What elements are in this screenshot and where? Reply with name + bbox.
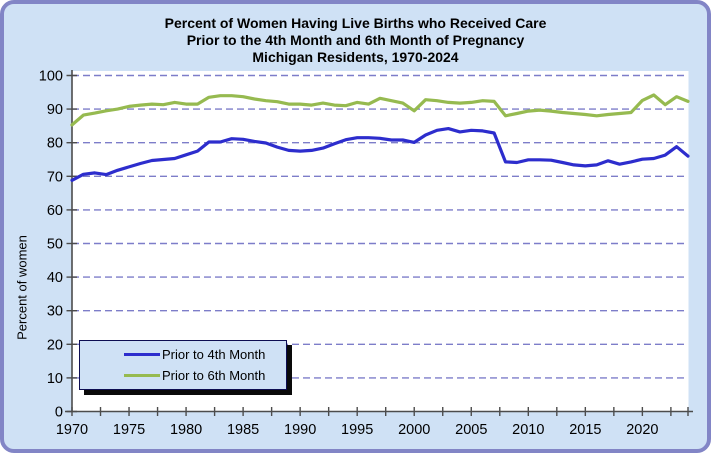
x-tick-label: 1985 — [227, 422, 259, 438]
y-axis-title: Percent of women — [14, 235, 30, 340]
y-tick-label: 80 — [47, 136, 63, 152]
legend-label: Prior to 4th Month — [162, 347, 266, 362]
x-tick-label: 1995 — [341, 422, 373, 438]
y-tick-label: 40 — [47, 270, 63, 286]
legend-item-4th-month: Prior to 4th Month — [80, 347, 286, 362]
x-tick-label: 1980 — [170, 422, 202, 438]
y-tick-label: 70 — [47, 169, 63, 185]
x-tick-label: 2020 — [626, 422, 658, 438]
x-tick-label: 2010 — [512, 422, 544, 438]
x-tick-label: 2000 — [398, 422, 430, 438]
y-tick-label: 50 — [47, 237, 63, 253]
y-tick-label: 30 — [47, 304, 63, 320]
chart-title-line1: Percent of Women Having Live Births who … — [164, 15, 547, 31]
chart-title-line3: Michigan Residents, 1970-2024 — [252, 49, 459, 65]
legend-label: Prior to 6th Month — [162, 368, 266, 383]
x-tick-label: 2015 — [569, 422, 601, 438]
y-tick-label: 60 — [47, 203, 63, 219]
x-tick-label: 1975 — [113, 422, 145, 438]
legend-line-sample-4th-month — [124, 353, 160, 356]
y-tick-label: 100 — [39, 69, 63, 85]
x-tick-label: 2005 — [455, 422, 487, 438]
y-tick-label: 90 — [47, 102, 63, 118]
legend-line-sample-6th-month — [124, 374, 160, 377]
legend-item-6th-month: Prior to 6th Month — [80, 368, 286, 383]
chart-title-line2: Prior to the 4th Month and 6th Month of … — [186, 32, 525, 48]
y-tick-label: 10 — [47, 371, 63, 387]
series-line-prior-to-4th-month — [70, 126, 690, 182]
y-tick-label: 20 — [47, 337, 63, 353]
series-line-prior-to-6th-month — [70, 93, 690, 127]
x-tick-label: 1990 — [284, 422, 316, 438]
legend-box: Prior to 4th Month Prior to 6th Month — [79, 340, 287, 390]
y-tick-label: 0 — [55, 405, 63, 421]
chart-title: Percent of Women Having Live Births who … — [4, 15, 707, 66]
x-tick-label: 1970 — [56, 422, 88, 438]
